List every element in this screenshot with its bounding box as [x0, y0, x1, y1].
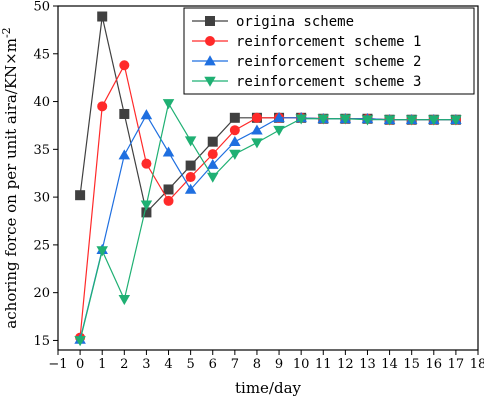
legend-item: reinforcement scheme 1: [192, 34, 421, 50]
data-point-triangle-up: [229, 135, 241, 147]
plot-frame: [57, 5, 479, 351]
legend-label: reinforcement scheme 2: [236, 54, 421, 70]
data-point-triangle-up: [184, 183, 197, 194]
y-tick-label: 40: [33, 95, 50, 110]
legend: origina scheme reinforcement scheme 1 rein…: [183, 7, 475, 95]
data-point-circle: [185, 172, 196, 183]
data-point-square: [75, 190, 86, 201]
legend-item: reinforcement scheme 2: [192, 54, 421, 70]
data-point-triangle-down: [206, 172, 219, 183]
data-point-circle: [119, 60, 130, 71]
data-point-square: [185, 160, 196, 171]
series-line: [79, 101, 456, 341]
x-tick-label: 0: [76, 357, 84, 372]
data-point-triangle-down: [140, 200, 153, 211]
data-point-circle: [207, 149, 218, 160]
y-axis-label-superscript: -2: [0, 27, 13, 38]
x-tick-label: 1: [98, 357, 106, 372]
x-tick-label: −1: [48, 357, 67, 372]
y-tick-label: 20: [33, 286, 50, 301]
legend-label: reinforcement scheme 3: [236, 74, 421, 90]
data-point-triangle-up: [204, 55, 216, 66]
data-point-square: [97, 11, 108, 22]
data-point-triangle-down: [184, 136, 197, 147]
data-point-circle: [97, 101, 108, 112]
data-point-circle: [205, 36, 215, 46]
data-point-square: [229, 112, 240, 123]
data-point-triangle-down: [383, 115, 396, 126]
data-point-circle: [163, 195, 174, 206]
data-point-triangle-up: [273, 112, 285, 123]
x-tick-label: 17: [448, 357, 465, 372]
data-point-triangle-down: [317, 114, 330, 125]
x-tick-label: 11: [315, 357, 332, 372]
data-point-triangle-up: [118, 149, 131, 160]
data-point-triangle-down: [118, 295, 131, 306]
data-point-square: [163, 184, 174, 195]
data-point-triangle-down: [273, 125, 285, 136]
data-point-square: [205, 16, 215, 26]
data-point-circle: [251, 112, 262, 123]
x-tick-label: 15: [403, 357, 420, 372]
x-axis-label: time/day: [235, 379, 302, 397]
legend-label: reinforcement scheme 1: [236, 34, 421, 50]
y-tick-label: 45: [33, 47, 50, 62]
data-point-circle: [229, 125, 240, 136]
x-tick-label: 14: [381, 357, 398, 372]
data-point-triangle-up: [140, 109, 153, 120]
data-point-triangle-down: [96, 246, 108, 257]
x-tick-label: 3: [142, 357, 150, 372]
legend-item: origina scheme: [192, 14, 354, 30]
data-point-square: [207, 136, 218, 147]
y-tick-label: 50: [33, 0, 50, 15]
legend-label: origina scheme: [236, 14, 354, 30]
data-point-triangle-down: [295, 114, 307, 125]
y-axis-label-main: achoring force on per unit aira/KN×m: [2, 38, 20, 329]
data-point-circle: [141, 158, 152, 169]
data-point-triangle-up: [206, 158, 219, 169]
data-point-triangle-up: [162, 146, 175, 157]
data-point-triangle-down: [162, 99, 175, 110]
x-tick-label: 2: [120, 357, 128, 372]
x-tick-label: 13: [359, 357, 376, 372]
legend-item: reinforcement scheme 3: [192, 74, 421, 90]
series-4: [74, 99, 462, 347]
x-tick-label: 7: [231, 357, 239, 372]
y-tick-label: 30: [33, 191, 50, 206]
data-point-triangle-down: [339, 114, 352, 125]
x-tick-label: 9: [275, 357, 283, 372]
x-tick-label: 18: [470, 357, 484, 372]
x-tick-label: 12: [337, 357, 354, 372]
series-line: [79, 113, 456, 340]
data-point-triangle-down: [251, 138, 263, 149]
data-point-triangle-down: [428, 115, 440, 126]
y-tick-label: 25: [33, 238, 50, 253]
data-point-triangle-down: [204, 76, 216, 87]
y-axis-label: achoring force on per unit aira/KN×m-2: [0, 27, 20, 328]
data-point-triangle-down: [405, 115, 418, 126]
series-2: [75, 60, 461, 343]
data-point-triangle-up: [251, 124, 263, 135]
data-point-triangle-down: [74, 336, 86, 347]
data-point-square: [141, 207, 152, 218]
data-point-triangle-down: [450, 115, 462, 126]
y-tick-label: 35: [33, 143, 50, 158]
series-3: [74, 109, 462, 344]
data-point-triangle-down: [229, 149, 241, 160]
x-tick-label: 4: [164, 357, 172, 372]
series-line: [79, 63, 456, 338]
data-point-triangle-down: [361, 115, 374, 126]
x-tick-label: 8: [253, 357, 261, 372]
x-tick-label: 5: [186, 357, 194, 372]
data-point-square: [119, 108, 130, 119]
x-tick-label: 16: [426, 357, 443, 372]
x-tick-label: 10: [293, 357, 310, 372]
y-tick-label: 15: [33, 334, 50, 349]
x-tick-label: 6: [209, 357, 217, 372]
legend-frame: [183, 7, 475, 95]
